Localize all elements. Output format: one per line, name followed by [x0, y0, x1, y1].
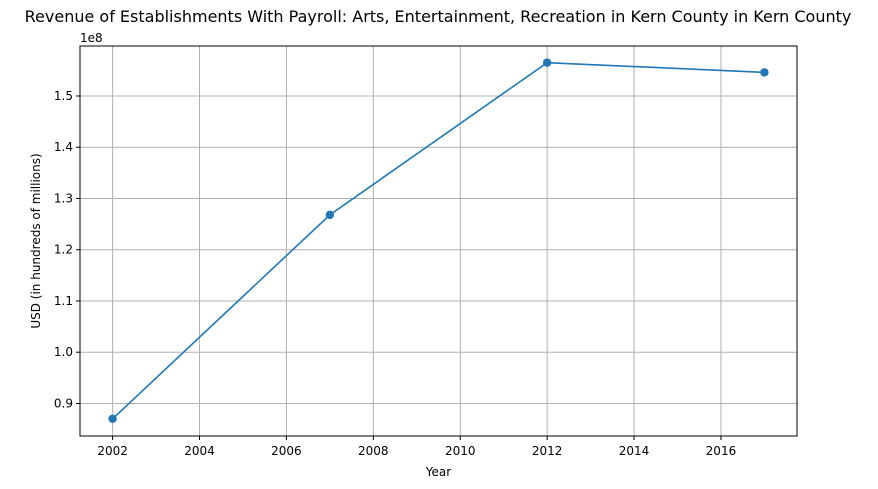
y-tick-label: 1.4	[54, 140, 73, 154]
plot-area-frame	[79, 45, 798, 437]
data-point	[325, 210, 335, 220]
y-tick-label: 1.3	[54, 191, 73, 205]
x-tick-label: 2016	[706, 444, 737, 458]
x-axis-label: Year	[425, 465, 451, 479]
series-layer	[108, 58, 769, 424]
y-axis-label: USD (in hundreds of millions)	[29, 153, 43, 328]
grid	[80, 46, 797, 436]
y-tick-label: 1.0	[54, 345, 73, 359]
data-point	[108, 414, 117, 424]
x-tick-label: 2004	[184, 444, 215, 458]
y-tick-label: 1.2	[54, 243, 73, 257]
x-tick-label: 2008	[358, 444, 389, 458]
y-axis-ticks: 0.9 1.0 1.1 1.2 1.3 1.4 1.5	[54, 89, 80, 410]
y-tick-label: 1.1	[54, 294, 73, 308]
data-point	[542, 58, 552, 67]
x-tick-label: 2006	[271, 444, 302, 458]
x-tick-label: 2002	[97, 444, 128, 458]
series-line	[112, 61, 765, 420]
x-tick-label: 2012	[532, 444, 563, 458]
x-axis-ticks: 2002 2004 2006 2008 2010 2012 2014 2016	[97, 436, 736, 458]
y-tick-label: 0.9	[54, 396, 73, 410]
y-tick-label: 1.5	[54, 89, 73, 103]
chart-title: Revenue of Establishments With Payroll: …	[25, 7, 852, 26]
data-point	[760, 68, 769, 77]
x-tick-label: 2014	[619, 444, 650, 458]
x-tick-label: 2010	[445, 444, 476, 458]
y-axis-offset-label: 1e8	[80, 31, 103, 45]
